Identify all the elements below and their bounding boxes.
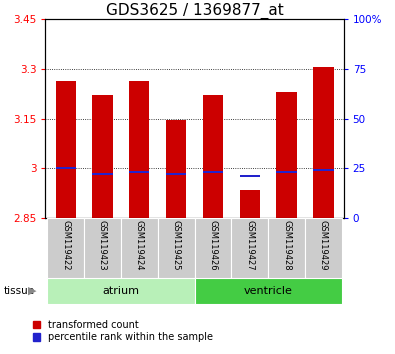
Text: GSM119429: GSM119429 [319,220,328,270]
Bar [129,171,149,173]
Bar [166,173,186,175]
Bar [203,171,223,173]
Bar [231,218,268,278]
Text: tissue: tissue [4,286,35,296]
Bar [276,171,297,173]
Text: ventricle: ventricle [244,286,293,296]
Bar [121,218,158,278]
Bar [84,218,121,278]
Bar [56,81,76,218]
Bar [158,218,194,278]
Bar [166,120,186,218]
Bar [313,169,333,171]
Bar [47,218,84,278]
Bar [313,67,333,218]
Text: atrium: atrium [102,286,139,296]
Text: GSM119426: GSM119426 [209,220,217,270]
Text: ▶: ▶ [28,286,37,296]
Legend: transformed count, percentile rank within the sample: transformed count, percentile rank withi… [32,320,213,342]
Text: GSM119423: GSM119423 [98,220,107,270]
Bar [47,278,194,304]
Bar [92,173,113,175]
Bar [268,218,305,278]
Bar [129,81,149,218]
Title: GDS3625 / 1369877_at: GDS3625 / 1369877_at [106,3,284,19]
Bar [194,278,342,304]
Bar [276,92,297,218]
Text: GSM119427: GSM119427 [245,220,254,270]
Text: GSM119422: GSM119422 [61,220,70,270]
Bar [240,190,260,218]
Bar [203,96,223,218]
Bar [92,96,113,218]
Text: GSM119425: GSM119425 [172,220,181,270]
Bar [305,218,342,278]
Bar [194,218,231,278]
Bar [240,175,260,177]
Text: GSM119424: GSM119424 [135,220,144,270]
Text: GSM119428: GSM119428 [282,220,291,270]
Bar [56,167,76,169]
